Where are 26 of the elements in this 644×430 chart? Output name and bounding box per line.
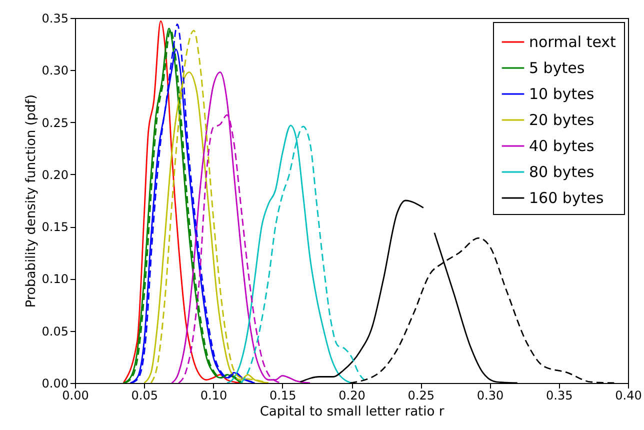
- legend-label: normal text: [529, 33, 616, 51]
- legend-label: 5 bytes: [529, 59, 585, 77]
- y-tick-label: 0.20: [42, 168, 68, 182]
- legend-label: 40 bytes: [529, 137, 594, 155]
- x-tick-label: 0.20: [338, 388, 366, 402]
- x-axis-title: Capital to small letter ratio r: [260, 404, 445, 420]
- x-tick-label: 0.05: [131, 388, 158, 402]
- y-tick-label: 0.00: [42, 376, 68, 390]
- y-tick-label: 0.25: [42, 116, 68, 130]
- y-tick-label: 0.15: [42, 220, 68, 234]
- legend-label: 10 bytes: [529, 85, 594, 103]
- x-tick-label: 0.35: [546, 388, 573, 402]
- legend-label: 160 bytes: [529, 189, 604, 207]
- y-axis-title: Probability density function (pdf): [24, 94, 39, 308]
- y-tick-label: 0.30: [42, 64, 68, 78]
- x-tick-label: 0.10: [200, 388, 228, 402]
- x-tick-label: 0.40: [615, 388, 642, 402]
- x-tick-label: 0.15: [270, 388, 296, 402]
- x-tick-label: 0.30: [476, 388, 504, 402]
- y-tick-label: 0.05: [42, 324, 68, 338]
- y-tick-label: 0.35: [42, 12, 68, 26]
- x-tick-label: 0.25: [408, 388, 434, 402]
- legend-label: 20 bytes: [529, 111, 594, 129]
- y-tick-label: 0.10: [42, 272, 68, 286]
- x-tick-label: 0.00: [62, 388, 89, 402]
- legend-label: 80 bytes: [529, 163, 594, 181]
